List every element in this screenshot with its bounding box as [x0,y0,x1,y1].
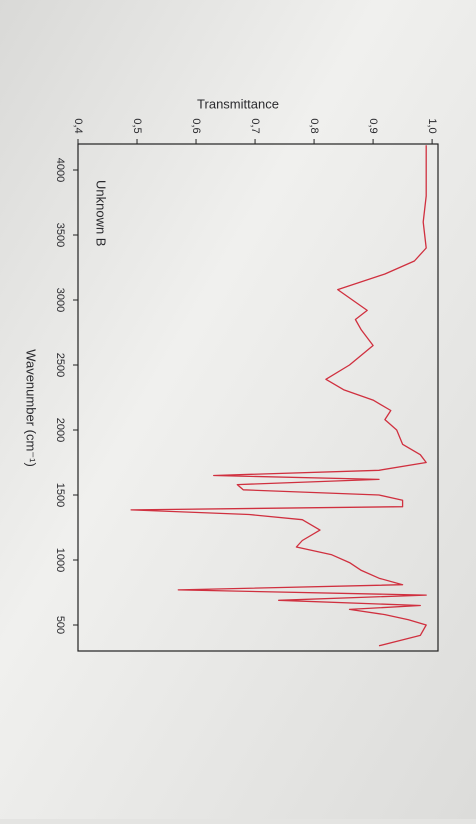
y-axis-title: Transmittance [197,96,279,111]
y-tick-label: 0,7 [249,118,261,133]
x-tick-label: 4000 [54,158,66,182]
x-tick-label: 1500 [54,483,66,507]
spectrum-line [130,145,427,647]
x-axis-title: Wavenumber (cm⁻¹) [24,349,39,467]
y-tick-label: 0,8 [308,118,320,133]
x-tick-label: 2000 [54,418,66,442]
y-tick-label: 0,9 [367,118,379,133]
plot-frame [77,143,439,652]
y-tick-label: 1,0 [426,118,438,133]
x-tick-label: 1000 [54,548,66,572]
y-tick-label: 0,6 [190,118,202,133]
x-tick-label: 3500 [54,223,66,247]
annotation: Unknown B [94,180,109,246]
y-tick-label: 0,5 [131,118,143,133]
x-tick-label: 2500 [54,353,66,377]
y-tick-label: 0,4 [72,118,84,133]
x-tick-label: 500 [54,616,66,634]
x-tick-label: 3000 [54,288,66,312]
